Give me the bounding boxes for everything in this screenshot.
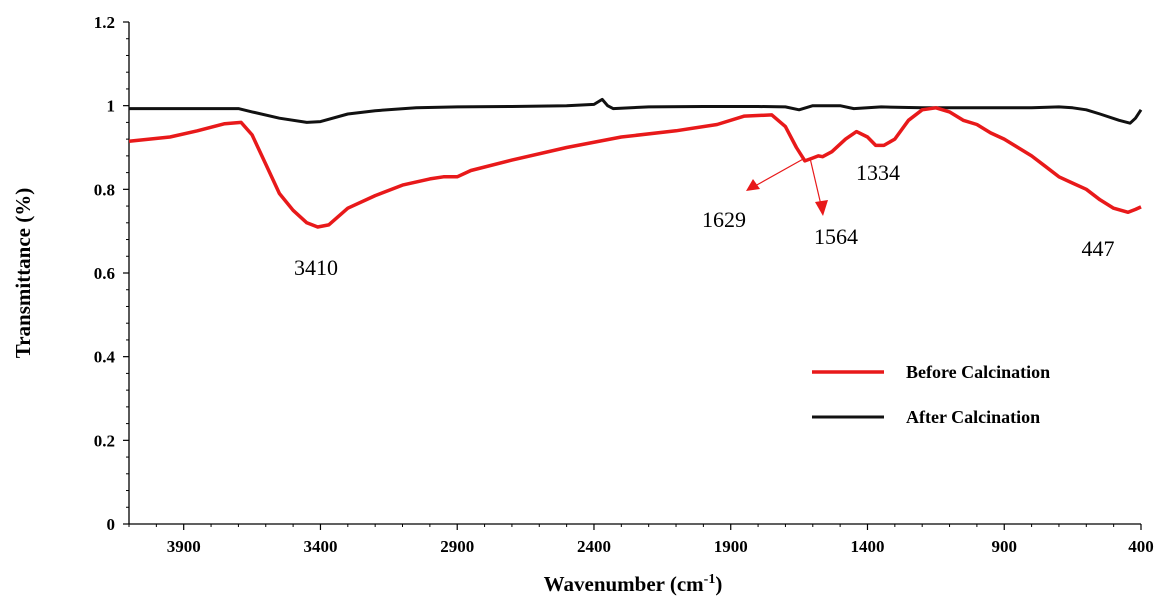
x-ticks: 3900 3400 2900 2400 1900 1400 900 400 xyxy=(128,524,1154,556)
x-tick-label: 3400 xyxy=(303,537,337,556)
series-after-calcination-line xyxy=(129,97,1143,125)
y-tick-label: 1 xyxy=(107,97,116,116)
y-tick-label: 1.2 xyxy=(94,13,115,32)
arrow-1629-head xyxy=(746,179,760,191)
y-ticks: 0 0.2 0.4 0.6 0.8 1 1.2 xyxy=(94,13,129,534)
y-tick-label: 0 xyxy=(107,515,116,534)
x-tick-label: 2400 xyxy=(577,537,611,556)
peak-label-1629: 1629 xyxy=(702,207,746,232)
legend-label-after-calcination: After Calcination xyxy=(906,407,1040,427)
x-tick-label: 1900 xyxy=(714,537,748,556)
x-tick-label: 2900 xyxy=(440,537,474,556)
peak-label-447: 447 xyxy=(1082,236,1115,261)
x-tick-label: 900 xyxy=(991,537,1017,556)
peak-label-1564: 1564 xyxy=(814,224,858,249)
peak-annotations: 3410 1629 1564 1334 447 xyxy=(294,157,1115,280)
x-axis-title-main: Wavenumber (cm xyxy=(544,572,705,596)
series-layer xyxy=(128,97,1143,229)
y-tick-label: 0.4 xyxy=(94,348,116,367)
arrow-1629-shaft xyxy=(754,157,806,187)
arrow-1564-head xyxy=(815,200,828,216)
y-tick-label: 0.6 xyxy=(94,264,115,283)
series-before-calcination-line xyxy=(128,106,1142,229)
y-tick-label: 0.2 xyxy=(94,431,115,450)
peak-label-1334: 1334 xyxy=(856,160,900,185)
legend: Before Calcination After Calcination xyxy=(812,362,1050,427)
x-tick-label: 400 xyxy=(1128,537,1154,556)
x-tick-label: 1400 xyxy=(850,537,884,556)
peak-label-3410: 3410 xyxy=(294,255,338,280)
y-axis: 0 0.2 0.4 0.6 0.8 1 1.2 xyxy=(94,13,130,534)
y-axis-title: Transmittance (%) xyxy=(11,188,35,359)
x-axis-title-superscript: -1 xyxy=(704,572,716,587)
x-axis-title: Wavenumber (cm-1) xyxy=(544,572,723,596)
x-tick-label: 3900 xyxy=(167,537,201,556)
legend-label-before-calcination: Before Calcination xyxy=(906,362,1050,382)
x-axis-title-end: ) xyxy=(715,572,722,596)
y-tick-label: 0.8 xyxy=(94,180,115,199)
arrow-1564-shaft xyxy=(809,157,822,206)
x-axis: 3900 3400 2900 2400 1900 1400 900 400 xyxy=(128,523,1154,556)
